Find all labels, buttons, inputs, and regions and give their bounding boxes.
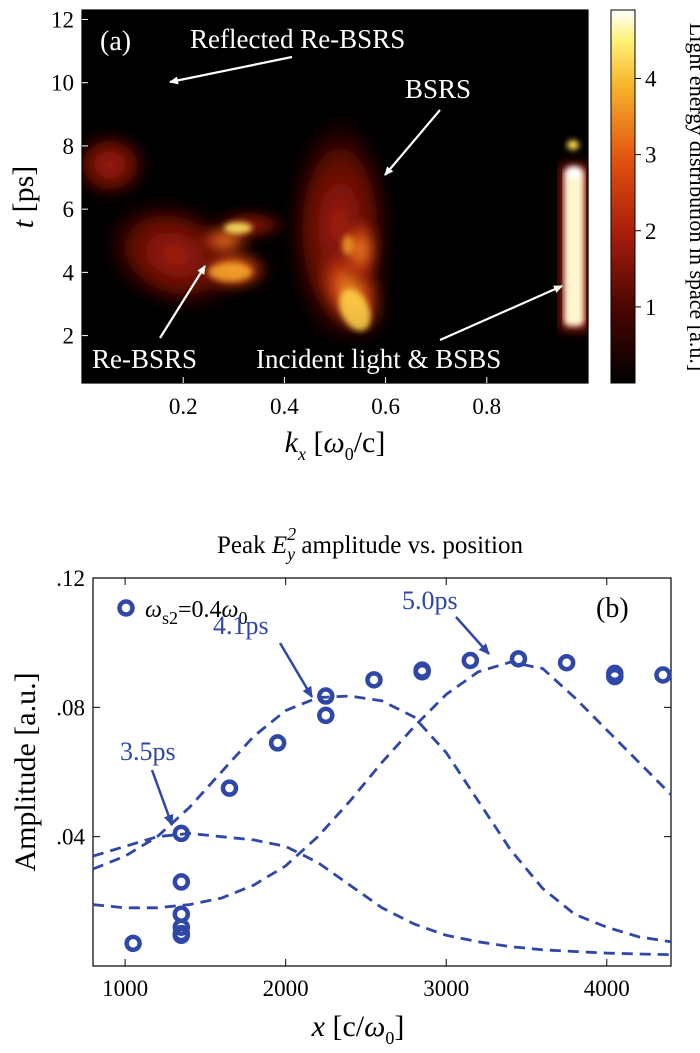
a-y-tick-label: 2 (63, 324, 75, 349)
annotation-bsrs: BSRS (405, 74, 471, 104)
annotation-incident-bsbs: Incident light & BSBS (256, 344, 501, 374)
b-x-tick-label: 1000 (102, 976, 148, 1001)
plot-b-area (92, 577, 672, 967)
data-point (317, 687, 335, 705)
panel-a-y-label: t [ps] (7, 166, 40, 229)
panel-a-x-label: kx [ω0/c] (285, 426, 386, 464)
legend-label: ωs2=0.4ω0 (145, 597, 247, 628)
panel-b-label: (b) (596, 593, 629, 624)
data-point (606, 667, 624, 686)
data-point (220, 779, 239, 797)
data-point (654, 666, 672, 684)
a-x-tick-label: 0.6 (371, 394, 400, 419)
data-point (509, 650, 528, 668)
arrow-3-5ps (150, 769, 174, 826)
arrow-incident-bsbs (439, 284, 563, 342)
data-point (557, 653, 576, 672)
data-point (172, 926, 191, 945)
panel-b-y-ticks: .04 .08 .12 (56, 566, 671, 850)
colorbar-tick-label: 1 (645, 295, 657, 320)
panel-b-x-ticks: 1000 2000 3000 4000 (102, 578, 630, 1001)
arrow-4-1ps (278, 642, 314, 698)
data-point (268, 734, 287, 752)
arrow-rebsrs (159, 265, 206, 339)
heatmap-blob-rebsrs (82, 130, 290, 313)
curve-5.0ps (92, 660, 672, 910)
panel-b: Peak E2 y amplitude vs. position 1000 2000… (9, 524, 672, 1048)
a-x-tick-label: 0.2 (169, 394, 198, 419)
colorbar-ticks: 1 2 3 4 (635, 67, 657, 320)
annotation-rebsrs: Re-BSRS (92, 344, 197, 374)
colorbar-tick-label: 2 (645, 219, 657, 244)
panel-b-y-label: Amplitude [a.u.] (9, 672, 42, 871)
b-y-tick-label: .12 (56, 566, 85, 591)
a-y-tick-label: 4 (63, 260, 75, 285)
a-y-tick-label: 8 (63, 134, 75, 159)
arrow-bsrs (384, 109, 441, 176)
colorbar-tick-label: 3 (645, 143, 657, 168)
a-x-tick-label: 0.8 (472, 394, 501, 419)
colorbar (610, 9, 636, 384)
data-point (365, 671, 383, 689)
heatmap-image (82, 110, 588, 350)
b-y-tick-label: .04 (56, 825, 85, 850)
legend-marker (117, 599, 135, 617)
curve-4.1ps (92, 694, 672, 944)
panel-b-x-label: x [c/ω0] (311, 1010, 405, 1048)
data-point (461, 651, 480, 670)
data-point (172, 918, 191, 936)
panel-a-y-ticks: 2 4 6 8 10 12 (51, 7, 88, 349)
arrow-5-0ps (455, 616, 490, 655)
b-x-tick-label: 2000 (263, 976, 309, 1001)
annotation-reflected-rebsrs: Reflected Re-BSRS (190, 24, 405, 54)
a-y-tick-label: 12 (51, 7, 74, 32)
annotation-5-0ps: 5.0ps (402, 586, 458, 615)
data-point (413, 663, 431, 681)
data-point (172, 873, 191, 891)
data-point (172, 824, 191, 843)
b-x-tick-label: 3000 (423, 976, 469, 1001)
annotation-3-5ps: 3.5ps (120, 737, 176, 766)
panel-a-label: (a) (100, 26, 131, 57)
b-x-tick-label: 4000 (584, 976, 630, 1001)
a-y-tick-label: 6 (63, 197, 75, 222)
arrow-reflected-rebsrs (169, 55, 293, 85)
heatmap-frame (81, 9, 589, 384)
annotation-4-1ps: 4.1ps (213, 611, 269, 640)
colorbar-tick-label: 4 (645, 67, 657, 92)
data-point (317, 706, 335, 725)
panel-b-title: Peak E2 y amplitude vs. position (217, 524, 523, 564)
panel-b-points (124, 650, 672, 953)
a-x-tick-label: 0.4 (270, 394, 299, 419)
b-y-tick-label: .08 (56, 695, 85, 720)
data-point (124, 934, 142, 953)
colorbar-label: Light energy distribution in space [a.u.… (685, 23, 700, 371)
panel-a-x-ticks: 0.2 0.4 0.6 0.8 (169, 377, 501, 419)
a-y-tick-label: 10 (51, 71, 74, 96)
